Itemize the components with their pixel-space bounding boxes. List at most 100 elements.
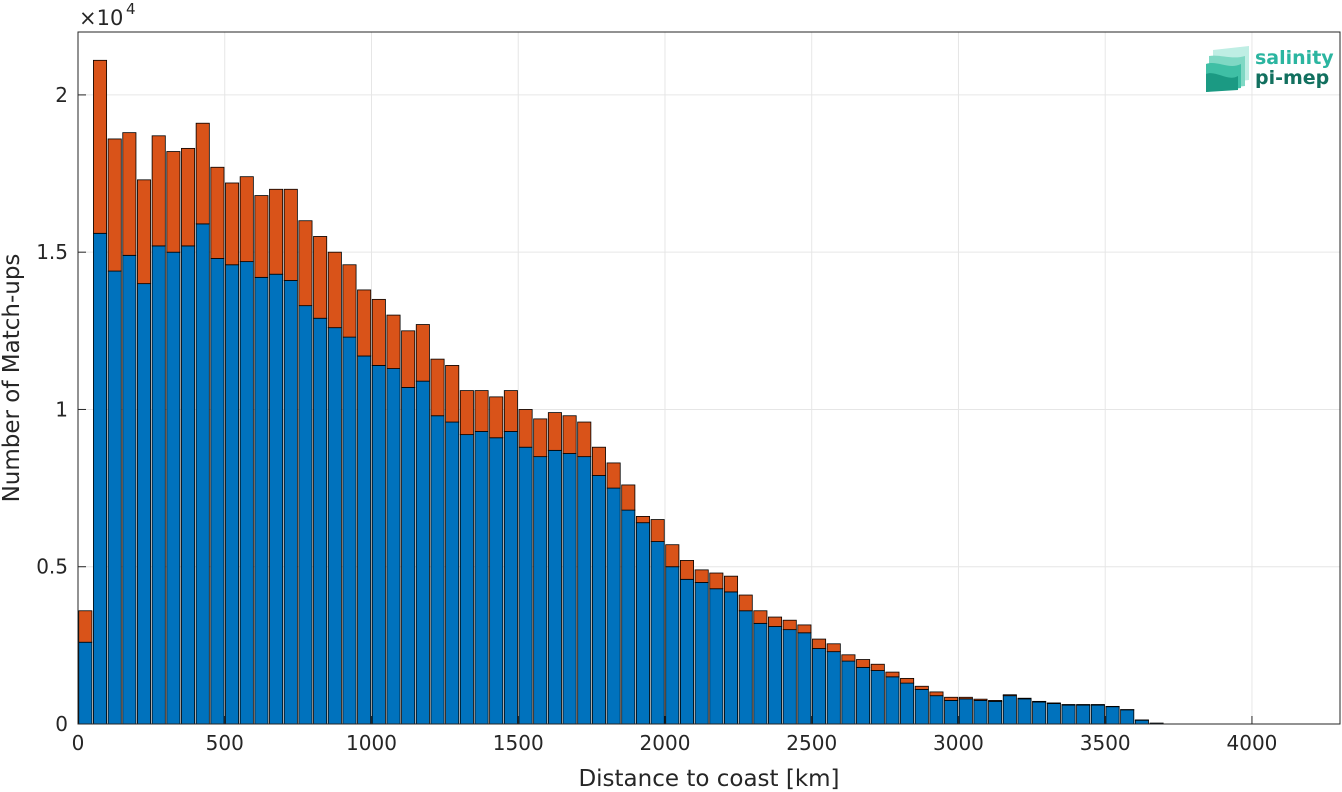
bar-segment-upper [900,677,915,684]
bar-segment-lower [958,698,973,725]
bar-segment-lower [93,232,108,725]
bar-segment-lower [738,610,753,725]
bar-segment-upper [1076,704,1091,706]
bar-segment-lower [679,578,694,725]
bar-segment-lower [210,258,225,725]
bar-segment-lower [1061,704,1076,725]
bar-segment-lower [415,380,430,725]
x-tick-label: 3500 [1080,731,1131,755]
bar-segment-lower [812,648,827,725]
bar-segment-upper [1061,704,1076,706]
bar-segment-lower [665,566,680,725]
bar-segment-upper [1017,697,1032,700]
bar-segment-upper [914,685,929,690]
bar-segment-lower [1120,709,1135,725]
bar-segment-upper [445,365,460,423]
y-multiplier-base: ×10 [79,6,123,30]
bar-segment-lower [753,622,768,725]
y-tick-label: 0 [55,712,68,736]
bar-segment-upper [650,519,665,542]
y-tick-label: 2 [55,83,68,107]
bar-segment-upper [459,390,474,436]
bar-segment-upper [518,409,533,448]
bar-segment-upper [1090,704,1105,706]
bar-segment-upper [166,151,181,253]
bar-segment-lower [929,695,944,725]
bar-segment-upper [797,624,812,634]
bar-segment-upper [929,691,944,697]
bar-segment-upper [826,643,841,653]
bar-segment-lower [533,456,548,725]
bar-segment-lower [1090,704,1105,725]
bar-segment-lower [694,582,709,725]
bar-segment-upper [988,700,1003,702]
bar-segment-upper [371,298,386,366]
bar-segment-upper [533,418,548,458]
bar-segment-lower [137,283,152,725]
bar-segment-upper [841,654,856,662]
bar-segment-lower [650,541,665,725]
bar-segment-lower [988,700,1003,725]
bar-segment-lower [944,700,959,725]
bar-segment-upper [254,195,269,278]
bar-segment-upper [210,166,225,259]
y-axis-title: Number of Match-ups [0,254,25,503]
bar-segment-lower [166,251,181,725]
bar-segment-upper [547,412,562,451]
bar-segment-lower [474,431,489,725]
bar-segment-upper [122,132,137,256]
logo-text-pi-mep: pi-mep [1255,67,1329,89]
bar-segment-upper [694,569,709,583]
bar-segment-lower [856,666,871,725]
bar-segment-lower [1032,701,1047,725]
bar-segment-lower [254,276,269,725]
bar-segment-lower [401,387,416,725]
bar-segment-upper [1002,694,1017,697]
bar-segment-upper [885,671,900,678]
bar-segment-lower [459,434,474,725]
bar-segment-lower [724,591,739,725]
bar-segment-lower [386,368,401,725]
bar-segment-upper [944,696,959,701]
bar-segment-lower [445,421,460,725]
bar-segment-upper [870,663,885,671]
bar-segment-lower [181,245,196,725]
bar-segment-lower [1017,698,1032,725]
bar-segment-upper [606,462,621,489]
bar-segment-lower [606,487,621,725]
x-tick-label: 2500 [786,731,837,755]
bar-segment-upper [724,575,739,593]
bar-segment-lower [195,223,210,725]
bar-segment-upper [1032,700,1047,703]
x-tick-label: 4000 [1227,731,1278,755]
y-tick-label: 1 [55,397,68,421]
bar-segment-upper [709,572,724,590]
bar-segment-upper [137,179,152,285]
bar-segment-upper [181,147,196,247]
bar-segment-upper [562,415,577,454]
bar-segment-lower [635,522,650,725]
bar-segment-upper [577,421,592,458]
salinity-pi-mep-logo: salinity pi-mep [1206,46,1334,92]
bar-segment-upper [342,264,357,338]
bar-segment-upper [78,610,93,643]
bar-segment-lower [518,446,533,725]
bar-segment-upper [386,314,401,369]
bar-segment-lower [239,261,254,725]
x-tick-label: 1000 [346,731,397,755]
bar-segment-lower [841,660,856,725]
bar-segment-upper [313,236,328,319]
bar-segment-upper [151,135,166,247]
bar-segment-lower [591,475,606,725]
bar-segment-upper [430,358,445,417]
bar-segment-lower [900,682,915,725]
bar-segment-lower [313,317,328,725]
bar-segment-upper [415,324,430,382]
bar-segment-upper [591,446,606,476]
bar-segment-lower [547,449,562,725]
bar-segment-upper [753,610,768,624]
bar-segment-lower [151,245,166,725]
bar-segment-lower [885,676,900,725]
bar-segment-upper [269,188,284,275]
x-tick-label: 0 [72,731,85,755]
